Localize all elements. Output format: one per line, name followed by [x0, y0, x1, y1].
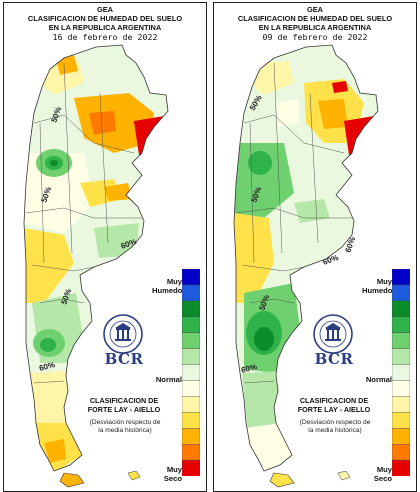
- map-date: 09 de febrero de 2022: [262, 32, 368, 42]
- scale-swatch: [392, 396, 410, 413]
- scale-swatch: [182, 428, 200, 445]
- scale-swatch: [182, 443, 200, 461]
- bcr-logo-text: BCR: [314, 350, 354, 368]
- soil-moisture-map-panel-feb16: 50% 50% 60% 50% 60% GEA CLASIFICACION DE…: [3, 2, 207, 492]
- scale-swatch: [392, 443, 410, 461]
- scale-swatch: [392, 459, 410, 476]
- scale-swatch: [392, 300, 410, 318]
- legend-muy-humedo: Muy Humedo: [152, 277, 183, 295]
- method-title: CLASIFICACION DE FORTE LAY - AIELLO: [87, 396, 161, 414]
- map-header: GEA CLASIFICACION DE HUMEDAD DEL SUELO E…: [214, 5, 416, 42]
- malvinas-islands: [127, 470, 141, 481]
- scale-swatch: [182, 412, 200, 429]
- org-label: GEA: [96, 5, 113, 14]
- scale-swatch: [392, 428, 410, 445]
- map-date: 16 de febrero de 2022: [52, 32, 158, 42]
- scale-swatch: [182, 300, 200, 318]
- title-line-1: CLASIFICACION DE HUMEDAD DEL SUELO: [237, 14, 393, 23]
- legend-normal: Normal: [365, 375, 392, 384]
- argentina-soil-moisture-map: 50% 50% 60% 50% 60%: [23, 44, 169, 488]
- argentina-soil-moisture-map: 50% 50% 60% 60% 60% 50%: [233, 44, 379, 488]
- scale-swatch: [392, 332, 410, 350]
- contour-label: 60%: [240, 362, 258, 375]
- title-line-1: CLASIFICACION DE HUMEDAD DEL SUELO: [27, 14, 183, 23]
- scale-swatch: [182, 459, 200, 476]
- tierra-del-fuego: [269, 472, 295, 488]
- title-line-2: EN LA REPUBLICA ARGENTINA: [48, 23, 162, 32]
- scale-swatch: [182, 269, 200, 286]
- scale-swatch: [392, 380, 410, 397]
- scale-swatch: [182, 316, 200, 334]
- moisture-color-scale: [182, 269, 200, 476]
- method-title: CLASIFICACION DE FORTE LAY - AIELLO: [297, 396, 371, 414]
- map-header: GEA CLASIFICACION DE HUMEDAD DEL SUELO E…: [4, 5, 206, 42]
- moisture-color-scale: [392, 269, 410, 476]
- scale-swatch: [392, 316, 410, 334]
- tierra-del-fuego: [59, 472, 85, 488]
- legend-muy-seco: Muy Seco: [163, 465, 182, 483]
- scale-swatch: [392, 348, 410, 366]
- scale-swatch: [392, 269, 410, 286]
- contour-label: 60%: [38, 360, 56, 373]
- title-line-2: EN LA REPUBLICA ARGENTINA: [258, 23, 372, 32]
- legend-muy-seco: Muy Seco: [373, 465, 392, 483]
- scale-swatch: [182, 348, 200, 366]
- legend-muy-humedo: Muy Humedo: [362, 277, 393, 295]
- scale-swatch: [182, 284, 200, 302]
- bcr-logo-text: BCR: [104, 350, 144, 368]
- scale-swatch: [392, 412, 410, 429]
- soil-moisture-map-panel-feb09: 50% 50% 60% 60% 60% 50% GEA CLASIFICACIO…: [213, 2, 417, 492]
- malvinas-islands: [337, 470, 351, 481]
- org-label: GEA: [306, 5, 323, 14]
- legend-normal: Normal: [155, 375, 182, 384]
- method-note: (Desviación respecto de la media históri…: [299, 419, 371, 434]
- scale-swatch: [392, 364, 410, 381]
- scale-swatch: [182, 396, 200, 413]
- bcr-seal-logo: [103, 314, 143, 354]
- bcr-seal-logo: [313, 314, 353, 354]
- scale-swatch: [182, 364, 200, 381]
- scale-swatch: [182, 332, 200, 350]
- scale-swatch: [182, 380, 200, 397]
- scale-swatch: [392, 284, 410, 302]
- method-note: (Desviación respecto de la media históri…: [89, 419, 161, 434]
